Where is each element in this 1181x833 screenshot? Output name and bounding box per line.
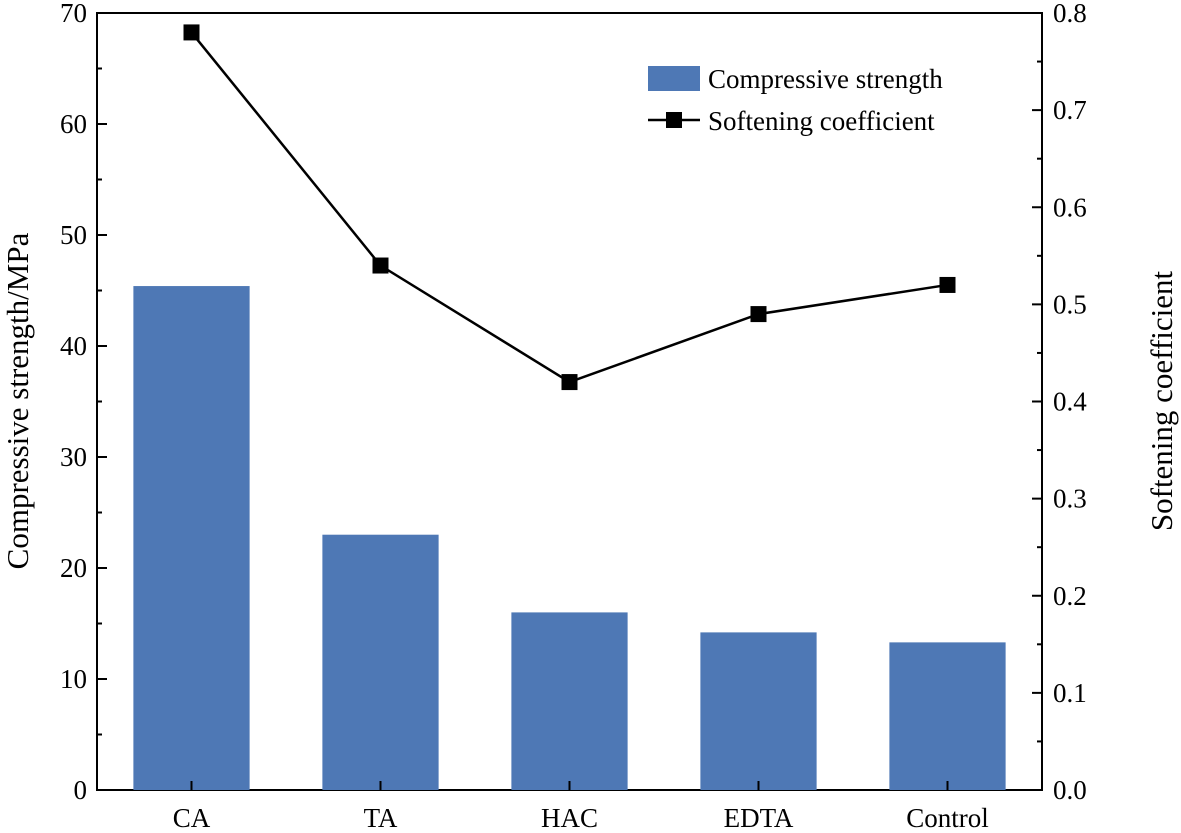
- x-tick-label: EDTA: [724, 803, 794, 833]
- left-tick-label: 40: [60, 331, 87, 361]
- right-tick-label: 0.7: [1053, 95, 1087, 125]
- legend: Compressive strength Softening coefficie…: [648, 64, 943, 136]
- right-tick-label: 0.2: [1053, 581, 1087, 611]
- right-tick-label: 0.6: [1053, 192, 1087, 222]
- line-point: [183, 24, 200, 41]
- right-tick-label: 0.8: [1053, 0, 1087, 28]
- bar: [322, 534, 439, 790]
- right-tick-label: 0.4: [1053, 387, 1087, 417]
- bar: [133, 286, 250, 790]
- left-tick-label: 0: [74, 775, 88, 805]
- bar-series: [133, 286, 1006, 790]
- right-tick-label: 0.0: [1053, 775, 1087, 805]
- line-point: [561, 374, 578, 391]
- legend-swatch-marker: [666, 112, 682, 128]
- legend-label-bar: Compressive strength: [708, 64, 943, 94]
- left-axis-title: Compressive strength/MPa: [0, 232, 35, 569]
- x-tick-label: TA: [364, 803, 398, 833]
- left-axis: 0 10 20 30 40 50 60 70: [60, 0, 107, 805]
- right-tick-label: 0.5: [1053, 289, 1087, 319]
- right-axis: 0.0 0.1 0.2 0.3 0.4 0.5 0.6 0.7 0.8: [1032, 0, 1087, 805]
- left-tick-label: 70: [60, 0, 87, 28]
- bar: [700, 632, 817, 790]
- bar: [511, 612, 628, 790]
- left-tick-label: 50: [60, 220, 87, 250]
- line-point: [939, 276, 956, 293]
- line-point: [750, 306, 767, 323]
- x-tick-label: CA: [173, 803, 211, 833]
- right-tick-label: 0.3: [1053, 484, 1087, 514]
- line-point: [372, 257, 389, 274]
- legend-swatch-bar: [648, 66, 700, 91]
- x-tick-label: Control: [906, 803, 989, 833]
- category-axis: CA TA HAC EDTA Control: [173, 781, 989, 833]
- left-tick-label: 30: [60, 442, 87, 472]
- right-axis-title: Softening coefficient: [1144, 270, 1179, 531]
- right-tick-label: 0.1: [1053, 678, 1087, 708]
- left-tick-label: 60: [60, 109, 87, 139]
- left-tick-label: 20: [60, 553, 87, 583]
- legend-label-line: Softening coefficient: [708, 106, 935, 136]
- bar: [889, 642, 1006, 790]
- left-tick-label: 10: [60, 664, 87, 694]
- line-series: [183, 24, 956, 391]
- x-tick-label: HAC: [541, 803, 598, 833]
